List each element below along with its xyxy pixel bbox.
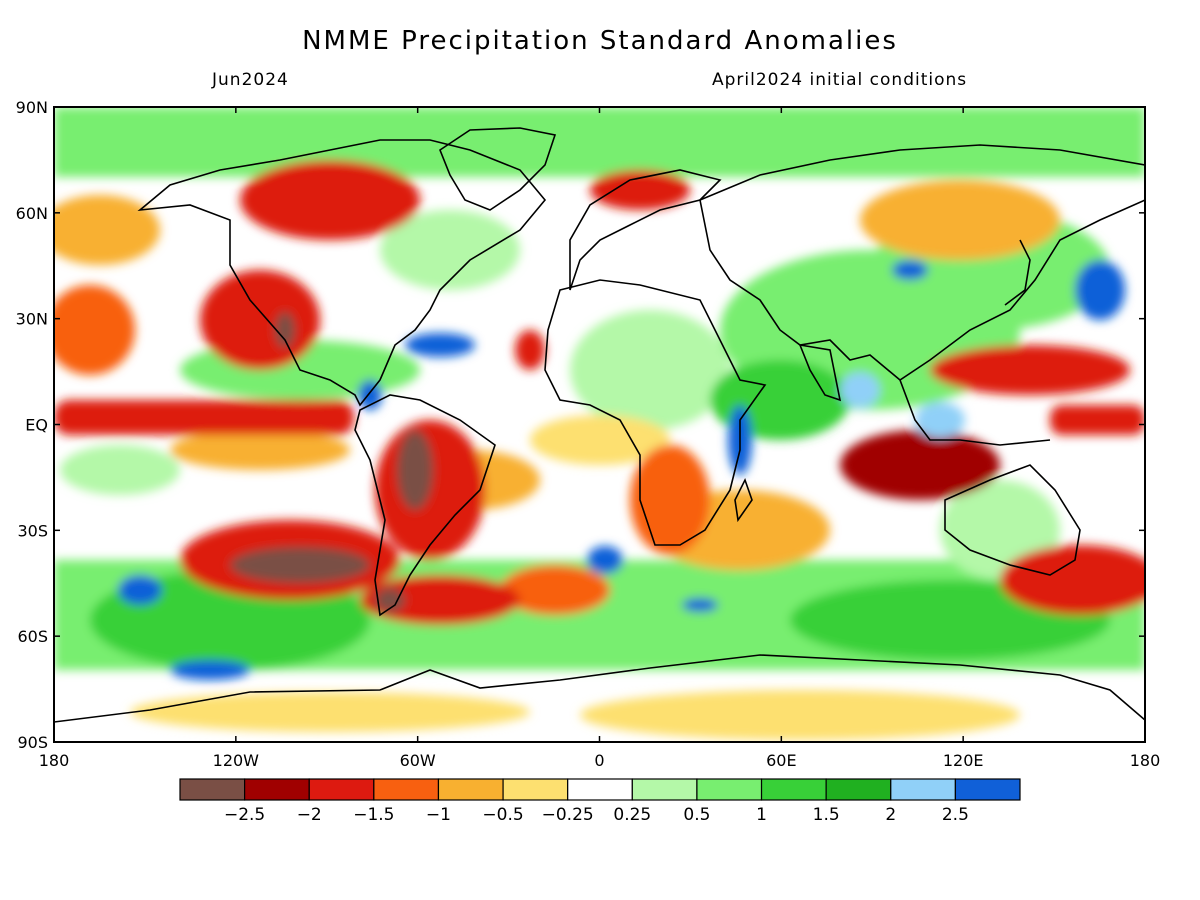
color-legend: −2.5 −2 −1.5 −1 −0.5 −0.25 0.25 0.5 1 1.5 2 2.5: [179, 778, 1021, 825]
legend-label: −1.5: [353, 805, 394, 825]
legend-label: −0.25: [542, 805, 594, 825]
coastlines: [54, 127, 1145, 723]
lat-tick-label: 60S: [17, 627, 48, 646]
lat-tick-label: 90S: [17, 733, 48, 752]
legend-swatch: [954, 778, 1021, 801]
legend-label: −2: [297, 805, 322, 825]
legend-label: 0.5: [683, 805, 710, 825]
legend-label: −1: [426, 805, 451, 825]
legend-label: 2.5: [942, 805, 969, 825]
legend-swatch: [437, 778, 504, 801]
legend-swatch: [696, 778, 763, 801]
legend-swatch: [502, 778, 569, 801]
legend-swatch: [308, 778, 375, 801]
lon-tick-label: 120W: [213, 751, 260, 770]
lon-tick-label: 180: [1130, 751, 1161, 770]
map-title: NMME Precipitation Standard Anomalies: [302, 26, 898, 56]
legend-label: 1.5: [813, 805, 840, 825]
initial-conditions-label: April2024 initial conditions: [712, 70, 968, 90]
legend-label: 2: [885, 805, 896, 825]
anomaly-field: [54, 107, 1145, 742]
legend-swatch: [631, 778, 698, 801]
lon-tick-label: 180: [39, 751, 70, 770]
legend-swatch: [244, 778, 310, 801]
lon-tick-label: 120E: [943, 751, 984, 770]
legend-swatch: [825, 778, 892, 801]
legend-swatch: [179, 778, 246, 801]
legend-label: −0.5: [482, 805, 523, 825]
lat-tick-label: 60N: [16, 204, 48, 223]
lat-tick-label: EQ: [25, 416, 48, 435]
lon-tick-label: 60W: [400, 751, 436, 770]
lon-tick-label: 0: [594, 751, 604, 770]
legend-swatch: [373, 778, 440, 801]
legend-label: −2.5: [224, 805, 265, 825]
longitude-labels: 180 120W 60W 0 60E 120E 180: [39, 107, 1161, 770]
lat-tick-label: 30S: [17, 521, 48, 540]
legend-label: 0.25: [613, 805, 651, 825]
lat-tick-label: 30N: [16, 310, 48, 329]
lat-tick-label: 90N: [16, 98, 48, 117]
legend-swatch: [567, 778, 633, 801]
forecast-month: Jun2024: [212, 70, 289, 90]
lon-tick-label: 60E: [766, 751, 796, 770]
legend-label: 1: [756, 805, 767, 825]
latitude-labels: 90N 60N 30N EQ 30S 60S 90S: [16, 98, 1145, 752]
legend-swatch: [890, 778, 956, 801]
legend-swatch: [760, 778, 827, 801]
